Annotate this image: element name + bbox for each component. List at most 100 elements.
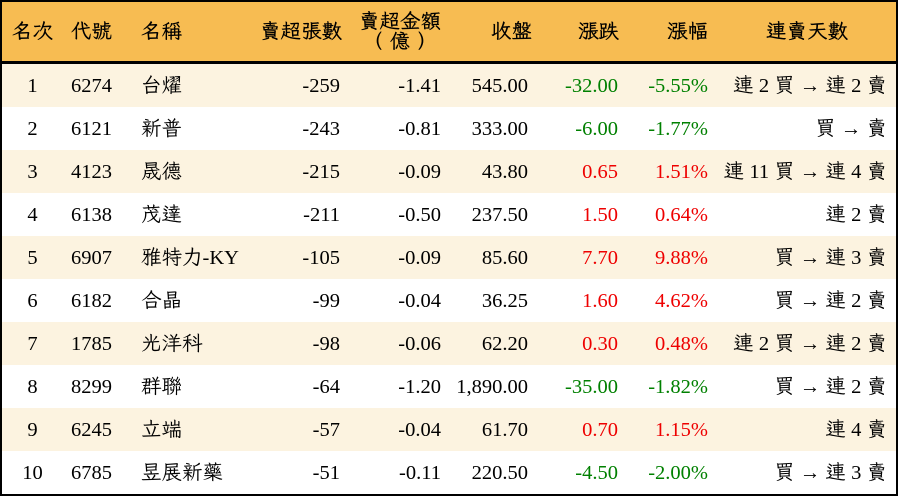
cell-change: -6.00 [575, 118, 618, 140]
column-header-name: 名稱 [120, 2, 250, 61]
cell-code: 4123 [71, 161, 112, 183]
cell-rank: 4 [27, 204, 38, 226]
cell-pct: 1.15% [655, 419, 708, 441]
cell-code: 6182 [71, 290, 112, 312]
cell-streak: 連 4 賣 [825, 419, 888, 441]
cell-close: 220.50 [471, 462, 528, 484]
cell-streak: 連 11 買 → 連 4 賣 [723, 161, 887, 183]
cell-pct: -5.55% [648, 75, 708, 97]
cell-code: 6245 [71, 419, 112, 441]
cell-pct: -1.77% [648, 118, 708, 140]
cell-streak: 買 → 賣 [815, 118, 887, 140]
cell-streak: 連 2 買 → 連 2 賣 [733, 333, 887, 355]
cell-amount: -0.04 [398, 290, 441, 312]
table-row: 2 6121 新普 -243 -0.81 333.00 -6.00 -1.77%… [2, 107, 896, 150]
cell-change: 0.30 [582, 333, 618, 355]
cell-rank: 7 [27, 333, 38, 355]
cell-volume: -215 [302, 161, 340, 183]
table-header-row: 名次 代號 名稱 賣超張數 賣超金額 （億） 收盤 漲跌 漲幅 連賣天數 [2, 2, 896, 64]
cell-streak: 買 → 連 3 賣 [774, 462, 887, 484]
cell-rank: 10 [22, 462, 43, 484]
cell-close: 85.60 [481, 247, 528, 269]
cell-pct: 9.88% [655, 247, 708, 269]
cell-close: 62.20 [481, 333, 528, 355]
cell-close: 545.00 [471, 75, 528, 97]
cell-name: 昱展新藥 [141, 462, 223, 484]
table-row: 3 4123 晟德 -215 -0.09 43.80 0.65 1.51% 連 … [2, 150, 896, 193]
table-row: 10 6785 昱展新藥 -51 -0.11 220.50 -4.50 -2.0… [2, 451, 896, 494]
column-header-label: 收盤 [491, 20, 532, 43]
cell-volume: -51 [312, 462, 340, 484]
cell-streak: 買 → 連 3 賣 [774, 247, 887, 269]
column-header-change: 漲跌 [540, 2, 629, 61]
cell-rank: 8 [27, 376, 38, 398]
cell-change: 1.50 [582, 204, 618, 226]
column-header-streak: 連賣天數 [718, 2, 896, 61]
cell-volume: -105 [302, 247, 340, 269]
cell-change: -32.00 [565, 75, 618, 97]
cell-name: 合晶 [141, 290, 182, 312]
cell-amount: -0.09 [398, 247, 441, 269]
cell-name: 立端 [141, 419, 182, 441]
cell-close: 43.80 [481, 161, 528, 183]
cell-volume: -98 [312, 333, 340, 355]
cell-pct: 0.48% [655, 333, 708, 355]
cell-pct: -2.00% [648, 462, 708, 484]
column-header-rank: 名次 [2, 2, 63, 61]
cell-amount: -0.04 [398, 419, 441, 441]
cell-pct: 1.51% [655, 161, 708, 183]
cell-amount: -1.41 [398, 75, 441, 97]
cell-close: 237.50 [471, 204, 528, 226]
cell-code: 6907 [71, 247, 112, 269]
cell-change: 1.60 [582, 290, 618, 312]
cell-rank: 9 [27, 419, 38, 441]
cell-volume: -259 [302, 75, 340, 97]
cell-name: 雅特力-KY [141, 247, 239, 269]
cell-change: 7.70 [582, 247, 618, 269]
cell-name: 新普 [141, 118, 182, 140]
cell-rank: 3 [27, 161, 38, 183]
column-header-close: 收盤 [450, 2, 540, 61]
cell-amount: -0.81 [398, 118, 441, 140]
table-row: 9 6245 立端 -57 -0.04 61.70 0.70 1.15% 連 4… [2, 408, 896, 451]
cell-code: 8299 [71, 376, 112, 398]
cell-volume: -99 [312, 290, 340, 312]
table-row: 1 6274 台燿 -259 -1.41 545.00 -32.00 -5.55… [2, 64, 896, 107]
cell-amount: -0.11 [399, 462, 441, 484]
cell-rank: 5 [27, 247, 38, 269]
cell-amount: -0.06 [398, 333, 441, 355]
cell-streak: 買 → 連 2 賣 [774, 290, 887, 312]
cell-pct: -1.82% [648, 376, 708, 398]
column-header-label: 代號 [71, 20, 112, 43]
column-header-label: 連賣天數 [766, 20, 848, 43]
column-header-volume: 賣超張數 [250, 2, 350, 61]
cell-streak: 連 2 買 → 連 2 賣 [733, 75, 887, 97]
cell-volume: -64 [312, 376, 340, 398]
column-header-label: 名次 [12, 20, 53, 43]
cell-amount: -0.09 [398, 161, 441, 183]
cell-change: 0.65 [582, 161, 618, 183]
cell-name: 群聯 [141, 376, 182, 398]
cell-rank: 1 [27, 75, 38, 97]
cell-change: 0.70 [582, 419, 618, 441]
table-row: 8 8299 群聯 -64 -1.20 1,890.00 -35.00 -1.8… [2, 365, 896, 408]
cell-close: 1,890.00 [456, 376, 528, 398]
cell-rank: 2 [27, 118, 38, 140]
column-header-label: 漲幅 [667, 20, 708, 43]
cell-volume: -57 [312, 419, 340, 441]
column-header-pct: 漲幅 [629, 2, 718, 61]
cell-pct: 4.62% [655, 290, 708, 312]
cell-code: 6274 [71, 75, 112, 97]
cell-volume: -211 [303, 204, 340, 226]
cell-code: 6785 [71, 462, 112, 484]
cell-streak: 買 → 連 2 賣 [774, 376, 887, 398]
cell-name: 光洋科 [141, 333, 203, 355]
column-header-label-line: 賣超金額 [359, 10, 441, 33]
cell-streak: 連 2 賣 [825, 204, 888, 226]
column-header-label: 名稱 [141, 20, 182, 43]
table-row: 4 6138 茂達 -211 -0.50 237.50 1.50 0.64% 連… [2, 193, 896, 236]
cell-code: 1785 [71, 333, 112, 355]
cell-volume: -243 [302, 118, 340, 140]
column-header-label: 賣超張數 [260, 20, 342, 43]
